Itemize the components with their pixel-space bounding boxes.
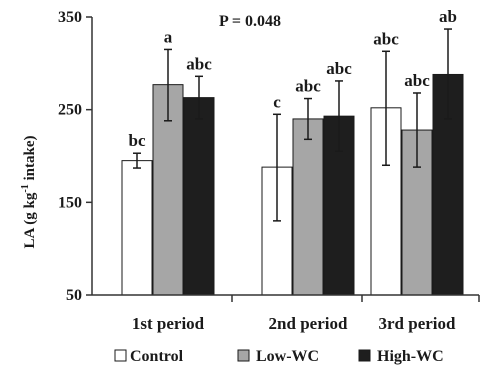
legend: Control Low-WC High-WC <box>114 348 444 365</box>
y-tick-label: 50 <box>66 287 82 304</box>
category-label: 1st period <box>132 314 205 333</box>
legend-swatch <box>237 349 250 362</box>
axes <box>91 17 480 302</box>
category-label: 2nd period <box>269 314 348 333</box>
legend-label: Control <box>130 348 184 365</box>
legend-swatch <box>114 349 127 362</box>
significance-letter: abc <box>295 77 321 96</box>
significance-letter: abc <box>373 29 399 48</box>
y-axis-title-main: LA (g kg <box>22 192 38 248</box>
significance-letter: abc <box>404 71 430 90</box>
significance-letter: abc <box>326 59 352 78</box>
y-tick-label: 250 <box>58 102 82 119</box>
category-labels: 1st period 2nd period 3rd period <box>132 314 456 333</box>
bar <box>121 160 153 296</box>
significance-letter: c <box>273 92 281 111</box>
significance-letter: ab <box>439 7 457 26</box>
significance-letter: bc <box>129 131 146 150</box>
bar <box>401 129 433 296</box>
y-axis-label: LA (g kg-1 intake) <box>20 136 38 249</box>
y-axis-title-end: intake) <box>22 136 38 185</box>
category-label: 3rd period <box>379 314 457 333</box>
p-value-annotation: P = 0.048 <box>219 13 281 30</box>
y-axis-ticks: 50 150 250 350 <box>58 9 92 304</box>
legend-swatch <box>358 349 371 362</box>
legend-label: Low-WC <box>256 348 319 365</box>
bars <box>121 73 464 296</box>
bar <box>183 97 215 296</box>
y-axis-title: LA (g kg-1 intake) <box>20 136 38 249</box>
y-axis-title-superscript: -1 <box>20 184 31 192</box>
legend-label: High-WC <box>377 348 444 365</box>
y-tick-label: 150 <box>58 194 82 211</box>
significance-letter: a <box>164 27 173 46</box>
significance-letter: abc <box>186 54 212 73</box>
y-tick-label: 350 <box>58 9 82 26</box>
bar <box>292 118 324 296</box>
error-bars <box>133 28 452 222</box>
